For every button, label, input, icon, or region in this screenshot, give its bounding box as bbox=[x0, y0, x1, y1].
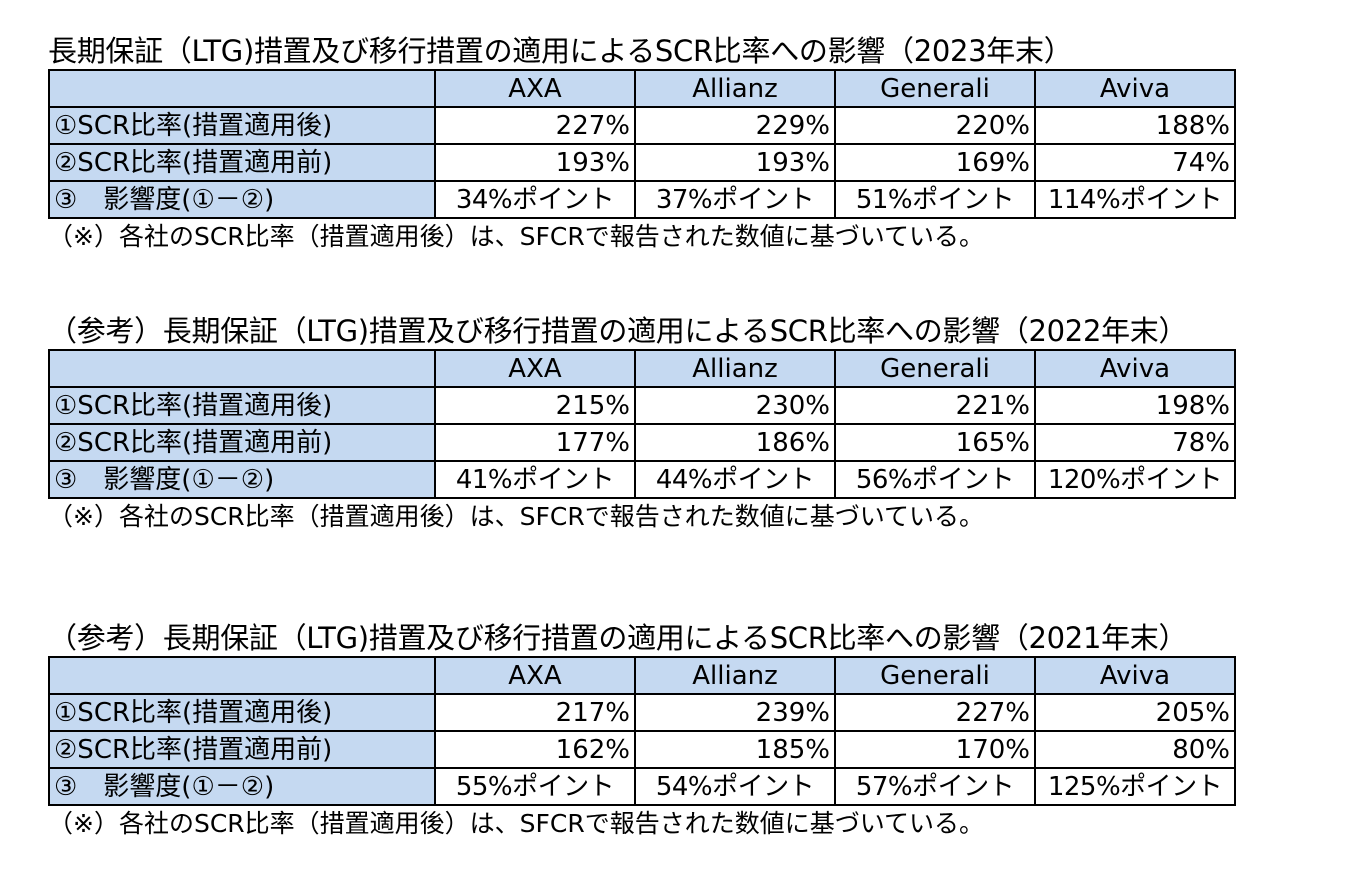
table-cell: 165% bbox=[834, 423, 1036, 462]
table-cell: 78% bbox=[1034, 423, 1236, 462]
table-cell: 169% bbox=[834, 143, 1036, 182]
table-cell: 162% bbox=[434, 730, 636, 769]
row-label: ③ 影響度(①－②) bbox=[48, 180, 436, 219]
footnote: （※）各社のSCR比率（措置適用後）は、SFCRで報告された数値に基づいている。 bbox=[48, 222, 984, 251]
table-title: （参考）長期保証（LTG)措置及び移行措置の適用によるSCR比率への影響（202… bbox=[48, 314, 1188, 348]
scr-table: AXA Allianz Generali Aviva ①SCR比率(措置適用後)… bbox=[48, 69, 1236, 219]
column-header: Allianz bbox=[634, 349, 836, 388]
table-row: ①SCR比率(措置適用後) 217% 239% 227% 205% bbox=[48, 693, 1236, 732]
table-cell: 170% bbox=[834, 730, 1036, 769]
column-header: Generali bbox=[834, 656, 1036, 695]
table-cell: 80% bbox=[1034, 730, 1236, 769]
column-header: Aviva bbox=[1034, 69, 1236, 108]
footnote: （※）各社のSCR比率（措置適用後）は、SFCRで報告された数値に基づいている。 bbox=[48, 809, 984, 838]
table-cell: 229% bbox=[634, 106, 836, 145]
corner-cell bbox=[48, 656, 436, 695]
table-cell: 215% bbox=[434, 386, 636, 425]
column-header: Generali bbox=[834, 349, 1036, 388]
table-cell: 227% bbox=[834, 693, 1036, 732]
table-cell: 56%ポイント bbox=[834, 460, 1036, 499]
table-row: ②SCR比率(措置適用前) 177% 186% 165% 78% bbox=[48, 423, 1236, 462]
table-row: ③ 影響度(①－②) 41%ポイント 44%ポイント 56%ポイント 120%ポ… bbox=[48, 460, 1236, 499]
table-cell: 125%ポイント bbox=[1034, 767, 1236, 806]
table-cell: 221% bbox=[834, 386, 1036, 425]
scr-table: AXA Allianz Generali Aviva ①SCR比率(措置適用後)… bbox=[48, 349, 1236, 499]
table-cell: 57%ポイント bbox=[834, 767, 1036, 806]
table-row: ③ 影響度(①－②) 34%ポイント 37%ポイント 51%ポイント 114%ポ… bbox=[48, 180, 1236, 219]
header-row: AXA Allianz Generali Aviva bbox=[48, 69, 1236, 108]
row-label: ③ 影響度(①－②) bbox=[48, 767, 436, 806]
table-cell: 185% bbox=[634, 730, 836, 769]
table-row: ②SCR比率(措置適用前) 193% 193% 169% 74% bbox=[48, 143, 1236, 182]
row-label: ③ 影響度(①－②) bbox=[48, 460, 436, 499]
row-label: ①SCR比率(措置適用後) bbox=[48, 386, 436, 425]
table-block-2021: （参考）長期保証（LTG)措置及び移行措置の適用によるSCR比率への影響（202… bbox=[48, 620, 1236, 839]
table-cell: 193% bbox=[634, 143, 836, 182]
table-cell: 34%ポイント bbox=[434, 180, 636, 219]
table-cell: 37%ポイント bbox=[634, 180, 836, 219]
table-block-2023: 長期保証（LTG)措置及び移行措置の適用によるSCR比率への影響（2023年末）… bbox=[48, 33, 1236, 252]
row-label: ①SCR比率(措置適用後) bbox=[48, 106, 436, 145]
table-cell: 205% bbox=[1034, 693, 1236, 732]
column-header: AXA bbox=[434, 69, 636, 108]
table-cell: 74% bbox=[1034, 143, 1236, 182]
row-label: ②SCR比率(措置適用前) bbox=[48, 143, 436, 182]
corner-cell bbox=[48, 69, 436, 108]
table-cell: 188% bbox=[1034, 106, 1236, 145]
table-cell: 120%ポイント bbox=[1034, 460, 1236, 499]
table-title: （参考）長期保証（LTG)措置及び移行措置の適用によるSCR比率への影響（202… bbox=[48, 621, 1188, 655]
scr-table: AXA Allianz Generali Aviva ①SCR比率(措置適用後)… bbox=[48, 656, 1236, 806]
column-header: Aviva bbox=[1034, 349, 1236, 388]
header-row: AXA Allianz Generali Aviva bbox=[48, 349, 1236, 388]
table-cell: 114%ポイント bbox=[1034, 180, 1236, 219]
table-block-2022: （参考）長期保証（LTG)措置及び移行措置の適用によるSCR比率への影響（202… bbox=[48, 313, 1236, 532]
column-header: Generali bbox=[834, 69, 1036, 108]
table-cell: 177% bbox=[434, 423, 636, 462]
column-header: AXA bbox=[434, 656, 636, 695]
footnote: （※）各社のSCR比率（措置適用後）は、SFCRで報告された数値に基づいている。 bbox=[48, 502, 984, 531]
table-cell: 217% bbox=[434, 693, 636, 732]
table-cell: 230% bbox=[634, 386, 836, 425]
table-cell: 44%ポイント bbox=[634, 460, 836, 499]
column-header: AXA bbox=[434, 349, 636, 388]
column-header: Allianz bbox=[634, 656, 836, 695]
row-label: ①SCR比率(措置適用後) bbox=[48, 693, 436, 732]
table-cell: 51%ポイント bbox=[834, 180, 1036, 219]
table-title: 長期保証（LTG)措置及び移行措置の適用によるSCR比率への影響（2023年末） bbox=[48, 34, 1073, 68]
table-cell: 198% bbox=[1034, 386, 1236, 425]
row-label: ②SCR比率(措置適用前) bbox=[48, 730, 436, 769]
table-row: ①SCR比率(措置適用後) 227% 229% 220% 188% bbox=[48, 106, 1236, 145]
table-cell: 41%ポイント bbox=[434, 460, 636, 499]
table-cell: 54%ポイント bbox=[634, 767, 836, 806]
table-row: ②SCR比率(措置適用前) 162% 185% 170% 80% bbox=[48, 730, 1236, 769]
table-cell: 55%ポイント bbox=[434, 767, 636, 806]
corner-cell bbox=[48, 349, 436, 388]
table-cell: 193% bbox=[434, 143, 636, 182]
table-cell: 220% bbox=[834, 106, 1036, 145]
row-label: ②SCR比率(措置適用前) bbox=[48, 423, 436, 462]
table-cell: 186% bbox=[634, 423, 836, 462]
table-row: ③ 影響度(①－②) 55%ポイント 54%ポイント 57%ポイント 125%ポ… bbox=[48, 767, 1236, 806]
column-header: Allianz bbox=[634, 69, 836, 108]
table-cell: 227% bbox=[434, 106, 636, 145]
header-row: AXA Allianz Generali Aviva bbox=[48, 656, 1236, 695]
table-cell: 239% bbox=[634, 693, 836, 732]
table-row: ①SCR比率(措置適用後) 215% 230% 221% 198% bbox=[48, 386, 1236, 425]
column-header: Aviva bbox=[1034, 656, 1236, 695]
